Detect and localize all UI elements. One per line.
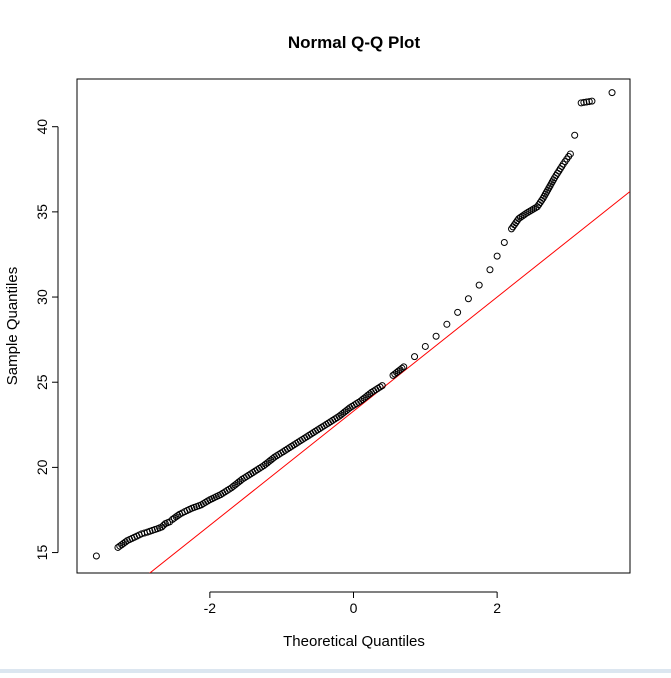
qq-point [443, 320, 451, 328]
qq-point [571, 131, 579, 139]
x-tick-label: -2 [204, 600, 217, 616]
y-axis-label: Sample Quantiles [4, 267, 21, 385]
qq-point [411, 353, 419, 361]
qq-point [400, 363, 408, 371]
y-tick-label: 40 [34, 119, 50, 135]
reference-line-group [149, 191, 630, 573]
x-tick-label: 2 [493, 600, 501, 616]
qq-point [583, 98, 591, 106]
chart-title: Normal Q-Q Plot [288, 33, 421, 52]
qq-point [464, 295, 472, 303]
qq-point [566, 150, 574, 158]
qq-point [398, 364, 406, 372]
data-points [92, 89, 616, 560]
window-bottom-border [0, 669, 671, 673]
y-tick-label: 20 [34, 459, 50, 475]
qq-point [580, 98, 588, 106]
qq-point [500, 239, 508, 247]
y-tick-label: 35 [34, 204, 50, 220]
qq-point [520, 211, 528, 219]
qq-point [421, 342, 429, 350]
qq-point [608, 89, 616, 97]
qq-point [475, 281, 483, 289]
qq-point [92, 552, 100, 560]
y-axis: 15 20 25 30 35 40 [34, 119, 59, 561]
qq-point [585, 98, 593, 106]
y-tick-label: 25 [34, 374, 50, 390]
x-axis-label: Theoretical Quantiles [283, 633, 425, 650]
qq-point [588, 97, 596, 105]
qq-point [454, 308, 462, 316]
x-axis: -2 0 2 [204, 591, 501, 616]
qq-point [493, 252, 501, 260]
qq-reference-line [149, 191, 630, 573]
y-tick-label: 30 [34, 289, 50, 305]
qq-point [486, 266, 494, 274]
y-tick-label: 15 [34, 545, 50, 561]
qq-point [432, 332, 440, 340]
plot-frame [76, 78, 631, 574]
qq-point [577, 99, 585, 107]
qq-point [378, 382, 386, 390]
x-tick-label: 0 [350, 600, 358, 616]
